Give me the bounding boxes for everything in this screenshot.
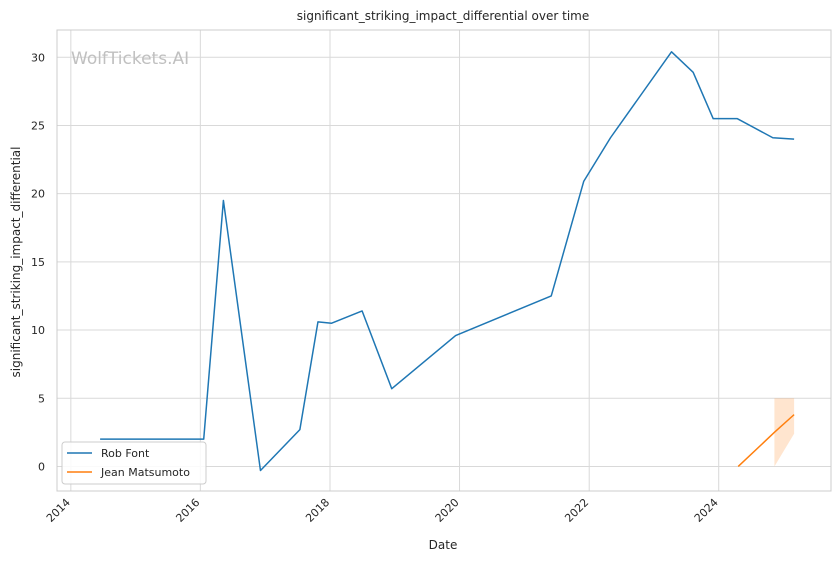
grid xyxy=(57,30,831,491)
y-tick-labels: 0 5 10 15 20 25 30 xyxy=(31,51,45,473)
y-tick-label-0: 0 xyxy=(38,460,45,473)
y-tick-label-5: 5 xyxy=(38,392,45,405)
legend-label-rob-font: Rob Font xyxy=(101,447,150,460)
y-tick-label-15: 15 xyxy=(31,256,45,269)
y-tick-label-10: 10 xyxy=(31,324,45,337)
x-axis-label: Date xyxy=(429,538,458,552)
watermark: WolfTickets.AI xyxy=(71,49,189,69)
line-rob-font xyxy=(100,51,795,472)
y-tick-label-25: 25 xyxy=(31,119,45,132)
legend-box xyxy=(61,441,207,485)
series-lines xyxy=(100,51,795,472)
legend: Rob Font Jean Matsumoto xyxy=(61,441,207,485)
chart-title: significant_striking_impact_differential… xyxy=(297,9,589,23)
plot-frame xyxy=(56,29,832,492)
y-tick-label-30: 30 xyxy=(31,51,45,64)
line-jean-matsumoto xyxy=(737,414,795,467)
y-tick-label-20: 20 xyxy=(31,188,45,201)
band-jean-matsumoto xyxy=(774,398,795,467)
y-axis-label: significant_striking_impact_differential xyxy=(9,147,23,378)
legend-label-jean-matsumoto: Jean Matsumoto xyxy=(100,466,190,479)
confidence-bands xyxy=(774,398,795,467)
